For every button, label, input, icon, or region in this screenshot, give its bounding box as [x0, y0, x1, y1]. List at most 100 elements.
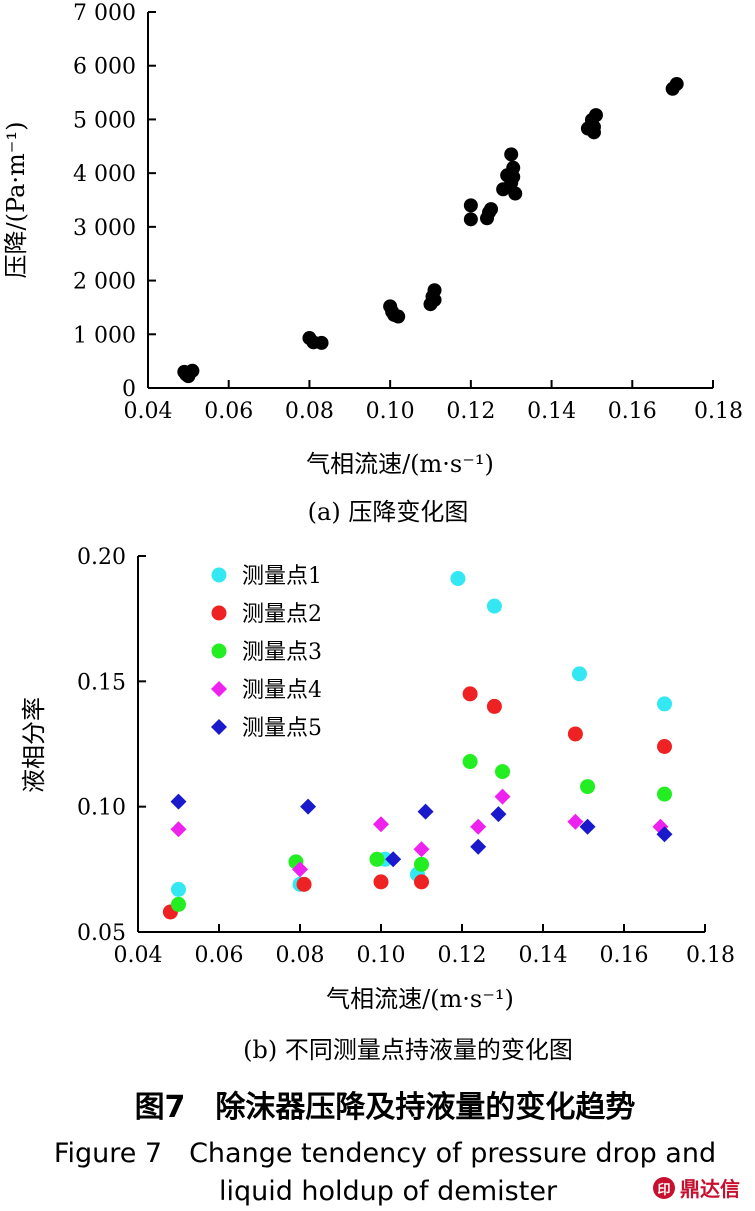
chart-b-x-tick-labels: 0.04 0.06 0.08 0.10 0.12 0.14 0.16 0.18: [114, 943, 735, 968]
series-5-point: [417, 803, 434, 820]
x-tick-label: 0.04: [114, 943, 163, 968]
series-2-point: [486, 698, 502, 714]
series-3-point: [414, 856, 429, 872]
series-4-point: [470, 818, 487, 835]
series-3-point: [657, 786, 672, 802]
x-tick-label: 0.16: [600, 943, 649, 968]
legend-label-1: 测量点1: [242, 564, 322, 589]
chart-b-data-points: [162, 571, 673, 920]
chart-a-x-axis-title: 气相流速/(m·s⁻¹): [306, 450, 494, 478]
x-tick-label: 0.10: [366, 399, 415, 424]
y-tick-label: 0.10: [77, 796, 126, 821]
chart-a-axes: [147, 11, 714, 389]
chart-a-sub-caption: (a) 压降变化图: [308, 498, 469, 526]
chart-b-y-axis-title: 液相分率: [20, 697, 48, 793]
series-5-point: [579, 818, 596, 835]
chart-a-x-tick-labels: 0.04 0.06 0.08 0.10 0.12 0.14 0.16 0.18: [124, 399, 743, 424]
y-tick-label: 5 000: [73, 108, 136, 133]
y-tick-label: 0.05: [77, 921, 126, 946]
y-tick-label: 6 000: [73, 55, 136, 80]
series-point: [508, 186, 523, 201]
series-4-point: [494, 788, 511, 805]
series-3-point: [369, 851, 385, 867]
figure-caption-cn: 图7 除沫器压降及持液量的变化趋势: [135, 1090, 636, 1125]
legend-label-4: 测量点4: [242, 678, 322, 703]
legend-label-5: 测量点5: [242, 716, 322, 741]
series-1-point: [450, 571, 466, 587]
x-tick-label: 0.18: [694, 399, 743, 424]
x-tick-label: 0.06: [195, 943, 244, 968]
series-1-point: [486, 598, 502, 614]
series-5-point: [470, 838, 487, 855]
series-3-point: [580, 779, 596, 795]
series-point: [179, 367, 194, 382]
watermark-logo-icon: [653, 1177, 675, 1199]
legend-marker-2: [211, 605, 227, 621]
series-point: [506, 169, 521, 184]
series-point: [385, 304, 400, 319]
watermark-text: 鼎达信: [680, 1177, 740, 1201]
chart-a-data-points: [177, 76, 684, 384]
y-tick-label: 3 000: [73, 216, 136, 241]
figure-caption-en-line2: liquid holdup of demister: [219, 1176, 558, 1207]
x-tick-label: 0.08: [285, 399, 334, 424]
series-2-point: [462, 686, 478, 702]
series-4-point: [292, 861, 308, 878]
series-1-point: [171, 881, 186, 897]
chart-b-legend: 测量点1 测量点2 测量点3 测量点4 测量点5: [211, 564, 322, 741]
series-point: [586, 119, 601, 134]
y-tick-label: 0: [122, 377, 136, 402]
series-5-point: [170, 793, 187, 810]
legend-marker-4: [211, 681, 227, 697]
y-tick-label: 7 000: [73, 1, 136, 26]
series-4-point: [413, 841, 430, 858]
series-2-point: [414, 874, 429, 890]
series-point: [463, 198, 478, 213]
series-5-point: [656, 826, 673, 843]
legend-label-2: 测量点2: [242, 602, 322, 627]
series-5-point: [300, 798, 317, 815]
x-tick-label: 0.04: [124, 399, 173, 424]
y-tick-label: 0.15: [77, 670, 126, 695]
y-tick-label: 2 000: [73, 270, 136, 295]
watermark-logo-glyph: 印: [657, 1183, 670, 1198]
y-tick-label: 4 000: [73, 162, 136, 187]
series-4-point: [567, 813, 584, 830]
x-tick-label: 0.16: [608, 399, 657, 424]
x-tick-label: 0.06: [204, 399, 253, 424]
series-2-point: [373, 874, 389, 890]
series-3-point: [495, 764, 510, 780]
series-1-point: [657, 696, 672, 712]
x-tick-label: 0.12: [438, 943, 487, 968]
series-5-point: [490, 806, 507, 823]
series-3-point: [462, 754, 478, 770]
series-5-point: [385, 851, 402, 868]
chart-a-y-axis-title: 压降/(Pa·m⁻¹): [2, 122, 30, 279]
y-tick-label: 1 000: [73, 323, 136, 348]
series-3-point: [171, 896, 186, 912]
series-1-point: [571, 666, 587, 682]
chart-b-y-tick-labels: 0.05 0.10 0.15 0.20: [77, 545, 126, 946]
series-point: [463, 212, 478, 227]
x-tick-label: 0.18: [686, 943, 735, 968]
series-2-point: [296, 876, 312, 892]
series-4-point: [373, 816, 389, 833]
y-tick-label: 0.20: [77, 545, 126, 570]
x-tick-label: 0.10: [357, 943, 406, 968]
legend-marker-1: [211, 567, 227, 583]
series-point: [427, 292, 442, 307]
chart-a-y-tick-labels: 0 1 000 2 000 3 000 4 000 5 000 6 000 7 000: [73, 1, 136, 402]
series-point: [588, 108, 603, 123]
series-point: [669, 76, 684, 91]
legend-label-3: 测量点3: [242, 640, 322, 665]
figure-caption-en-line1: Figure 7 Change tendency of pressure dro…: [54, 1138, 716, 1169]
series-point: [427, 283, 442, 298]
series-point: [484, 202, 499, 217]
chart-b-liquid-holdup: 0.05 0.10 0.15 0.20 0.04 0.06 0.08 0.10 0.12 0.1…: [20, 545, 735, 1064]
legend-marker-3: [211, 643, 227, 659]
series-4-point: [170, 821, 187, 838]
legend-marker-5: [211, 719, 227, 735]
chart-b-x-axis-title: 气相流速/(m·s⁻¹): [326, 985, 514, 1013]
series-point: [314, 335, 329, 350]
